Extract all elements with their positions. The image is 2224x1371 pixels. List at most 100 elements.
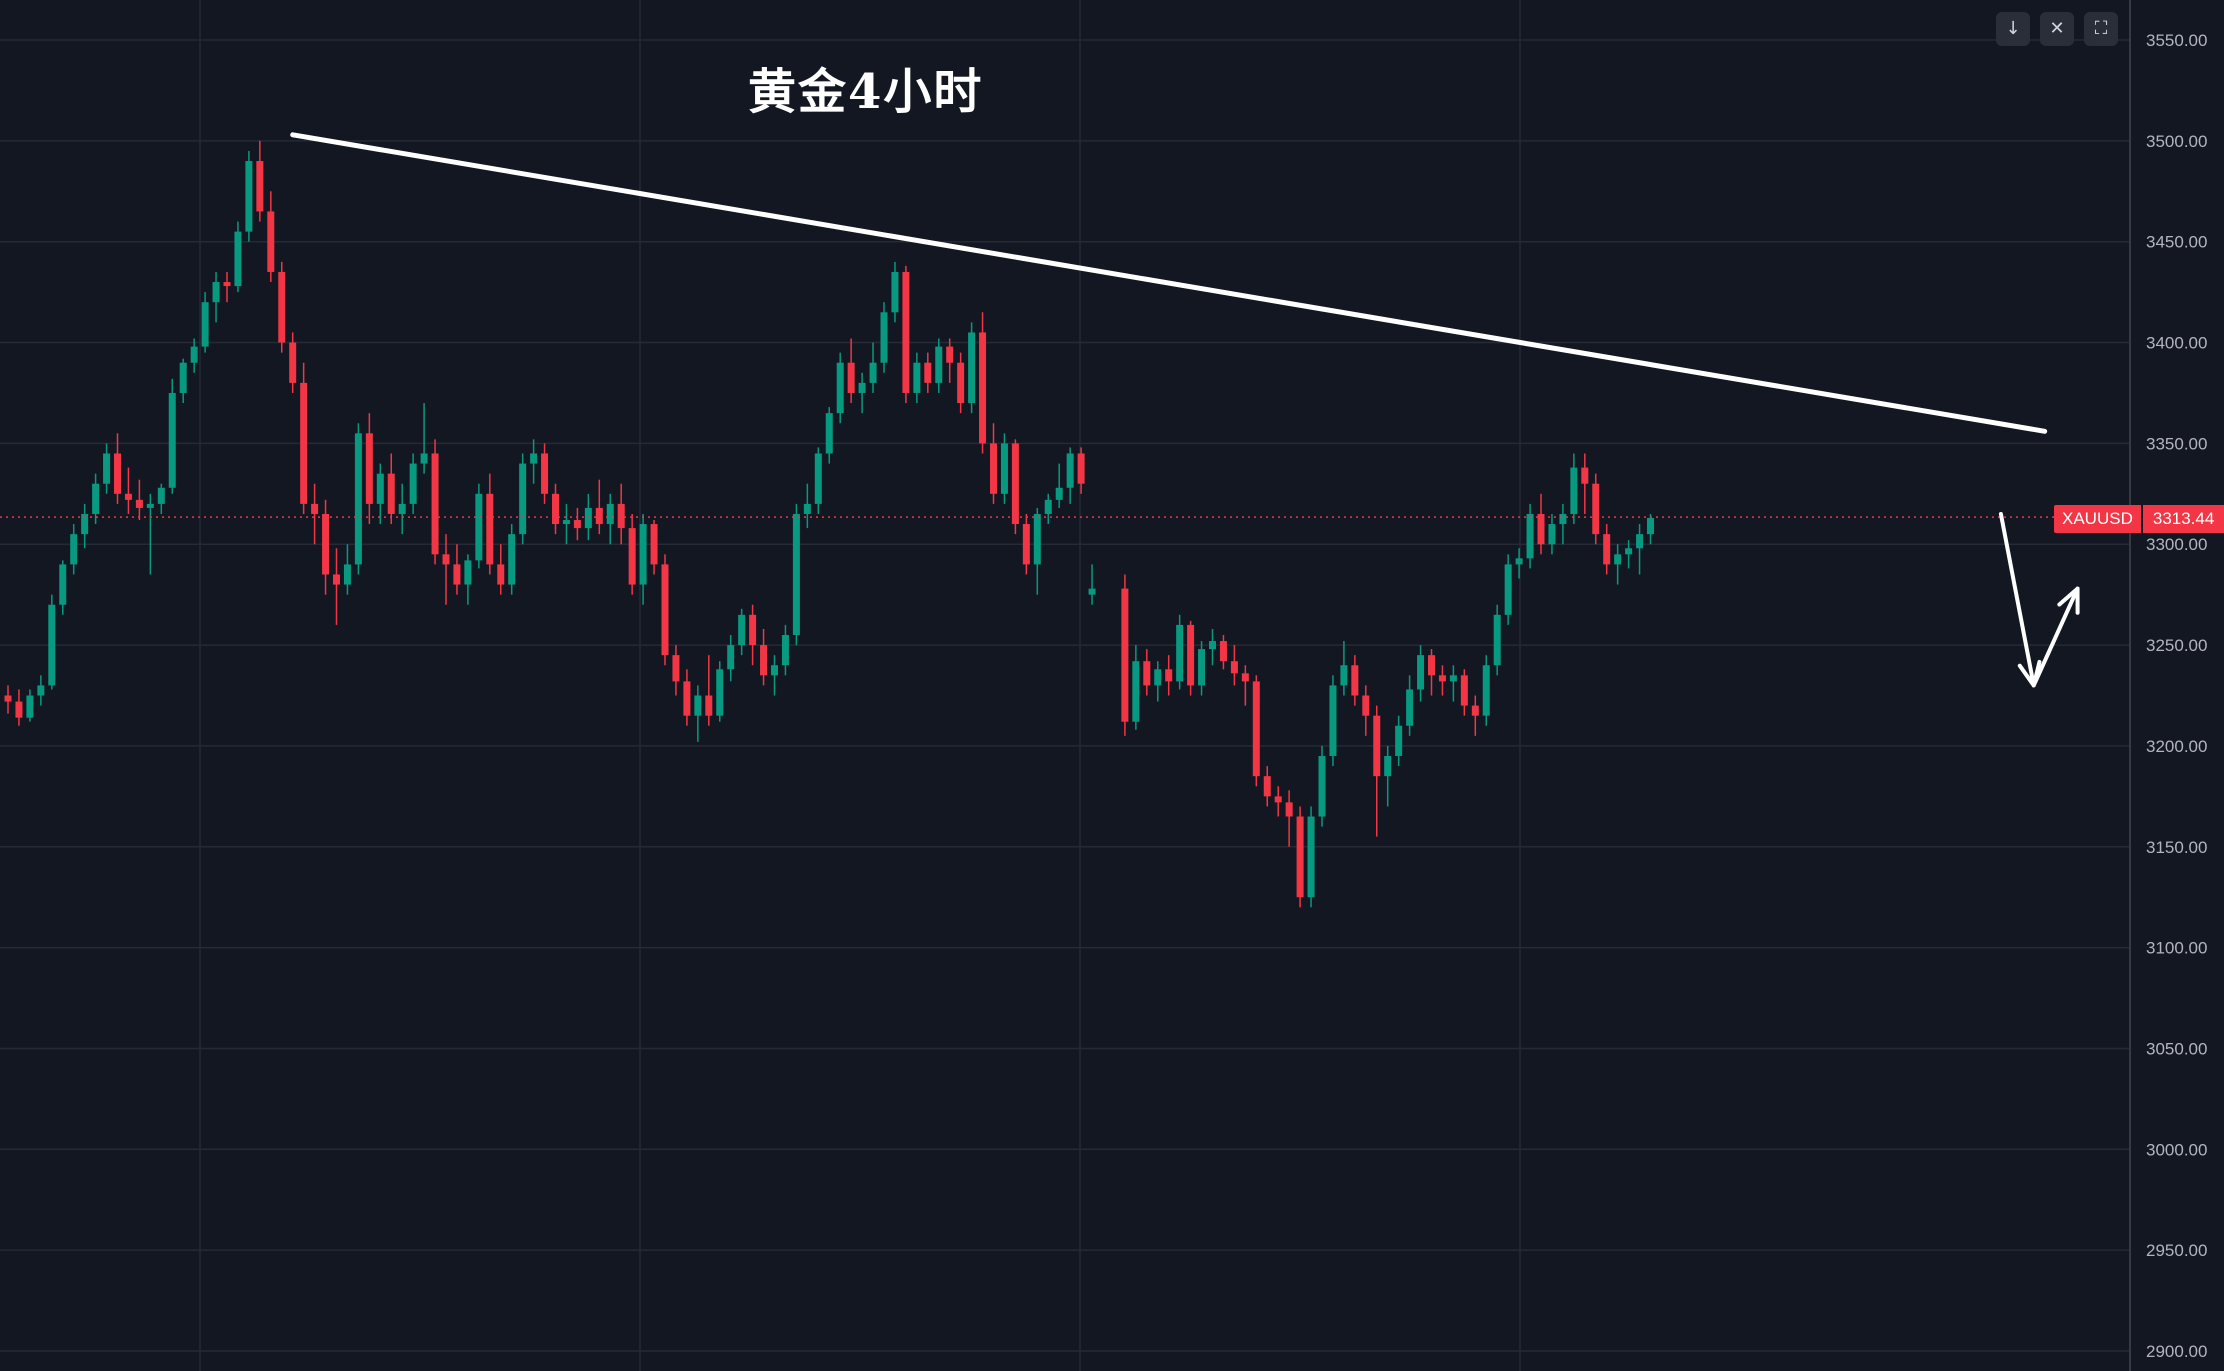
candle-down bbox=[924, 352, 932, 393]
candle-up bbox=[179, 358, 187, 404]
candle-up bbox=[146, 493, 154, 575]
y-tick-label: 3450.00 bbox=[2146, 233, 2207, 252]
candle-up bbox=[81, 503, 89, 549]
arrowhead-down bbox=[2017, 659, 2042, 688]
candle-up bbox=[1526, 503, 1534, 569]
fullscreen-icon[interactable]: ⛶ bbox=[2084, 12, 2118, 46]
candle-down bbox=[595, 479, 603, 535]
candle-up bbox=[234, 221, 242, 293]
candle-down bbox=[1219, 634, 1227, 670]
candle-down bbox=[442, 534, 450, 605]
candle-up bbox=[70, 524, 78, 575]
candle-up bbox=[475, 483, 483, 569]
candle-down bbox=[552, 483, 559, 535]
y-tick-label: 3400.00 bbox=[2146, 334, 2207, 353]
candle-up bbox=[59, 560, 67, 615]
candle-down bbox=[135, 479, 143, 521]
candle-up bbox=[935, 338, 943, 393]
candle-up bbox=[1154, 661, 1162, 702]
candle-up bbox=[201, 292, 209, 353]
candle-down bbox=[946, 338, 954, 383]
candle-up bbox=[1647, 513, 1654, 545]
candle-down bbox=[1252, 675, 1260, 787]
candle-up bbox=[1625, 540, 1633, 569]
candle-up bbox=[190, 338, 198, 373]
candle-up bbox=[1406, 675, 1414, 736]
price-axis[interactable]: 2900.00 2950.00 3000.00 3050.00 3100.00 3150.… bbox=[2129, 0, 2207, 1371]
candle-up bbox=[880, 302, 888, 373]
candle-up bbox=[212, 271, 220, 323]
candle-up bbox=[1504, 554, 1512, 625]
candle-up bbox=[157, 483, 165, 514]
candle-up bbox=[869, 342, 877, 393]
candle-up bbox=[1515, 548, 1523, 579]
candle-down bbox=[1351, 655, 1359, 706]
candle-up bbox=[1209, 628, 1216, 666]
candle-down bbox=[650, 520, 658, 575]
candle-down bbox=[628, 513, 636, 595]
candle-down bbox=[1296, 806, 1304, 908]
candle-down bbox=[300, 362, 308, 514]
candle-up bbox=[1000, 433, 1008, 504]
candle-up bbox=[1384, 745, 1392, 807]
candle-up bbox=[1329, 675, 1337, 767]
candle-up bbox=[1176, 614, 1184, 690]
candle-down bbox=[573, 507, 581, 541]
candle-down bbox=[431, 439, 439, 565]
candle-down bbox=[1022, 513, 1030, 575]
candle-down bbox=[1581, 453, 1589, 514]
candle-down bbox=[617, 483, 625, 545]
candle-up bbox=[803, 483, 811, 529]
candle-down bbox=[1143, 649, 1151, 696]
candle-up bbox=[858, 372, 866, 414]
candle-up bbox=[1482, 655, 1490, 726]
candle-up bbox=[1088, 564, 1096, 605]
candle-up bbox=[738, 608, 746, 656]
candle-up bbox=[103, 443, 111, 494]
candle-down bbox=[387, 453, 395, 525]
y-tick-label: 3250.00 bbox=[2146, 636, 2207, 655]
y-tick-label: 3150.00 bbox=[2146, 838, 2207, 857]
candle-up bbox=[376, 463, 384, 525]
candle-down bbox=[957, 352, 965, 414]
candle-up bbox=[26, 689, 34, 722]
candle-down bbox=[223, 271, 231, 303]
last-price-tag: XAUUSD 3313.44 bbox=[2054, 505, 2224, 533]
candle-up bbox=[1548, 513, 1556, 555]
candle-up bbox=[1559, 503, 1567, 545]
candle-up bbox=[1449, 665, 1457, 702]
candle-up bbox=[1318, 745, 1326, 827]
candle-up bbox=[245, 150, 253, 242]
candle-down bbox=[1537, 493, 1545, 555]
candle-up bbox=[606, 493, 614, 545]
annotations bbox=[290, 132, 2080, 688]
candle-down bbox=[990, 423, 997, 504]
candle-up bbox=[398, 483, 406, 535]
candle-up bbox=[1033, 507, 1041, 595]
candle-down bbox=[1263, 766, 1271, 807]
candle-down bbox=[541, 443, 549, 504]
y-tick-label: 3050.00 bbox=[2146, 1039, 2207, 1058]
candle-up bbox=[781, 624, 789, 676]
close-icon[interactable]: ✕ bbox=[2040, 12, 2074, 46]
candle-up bbox=[639, 513, 647, 605]
candle-up bbox=[1132, 645, 1140, 730]
candle-down bbox=[1274, 786, 1282, 817]
candle-down bbox=[683, 669, 691, 726]
collapse-arrow-icon[interactable]: ↓ bbox=[1996, 12, 2030, 46]
candle-down bbox=[289, 332, 297, 393]
candle-down bbox=[1165, 655, 1173, 696]
candle-down bbox=[1241, 665, 1249, 706]
y-tick-label: 3000.00 bbox=[2146, 1140, 2207, 1159]
candle-down bbox=[114, 433, 121, 504]
candle-up bbox=[519, 453, 527, 545]
candle-up bbox=[354, 423, 362, 575]
trendline bbox=[290, 132, 2048, 434]
candle-up bbox=[694, 685, 702, 742]
candle-down bbox=[1438, 665, 1446, 696]
candle-down bbox=[486, 473, 494, 575]
candle-down bbox=[705, 655, 713, 726]
candle-up bbox=[727, 634, 735, 682]
candle-down bbox=[1373, 705, 1381, 837]
